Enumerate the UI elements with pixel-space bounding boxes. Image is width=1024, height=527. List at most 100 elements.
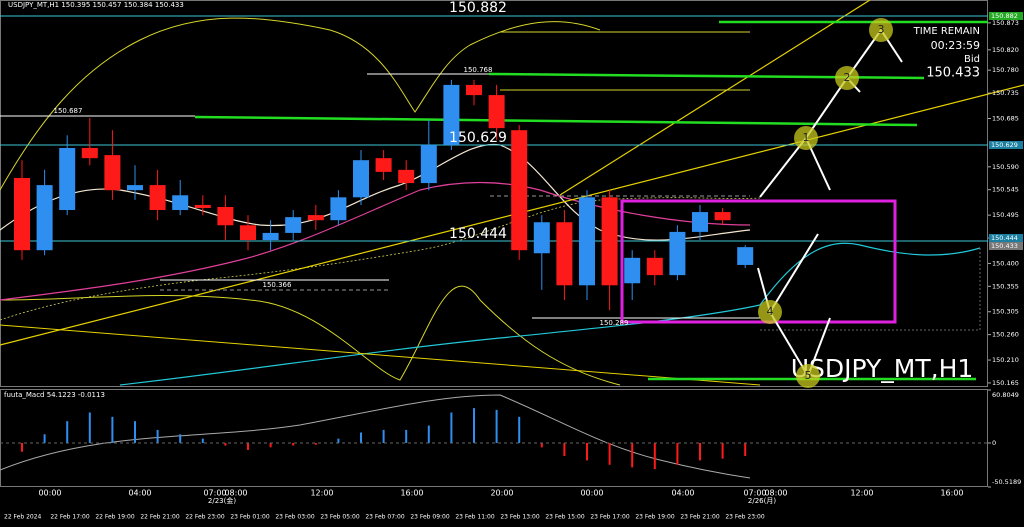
marks (0, 22, 991, 488)
macd-bar (292, 442, 295, 446)
watermark: USDJPY_MT,H1 (791, 354, 974, 383)
price-annotation: 150.687 (54, 107, 83, 115)
macd-bar (111, 416, 114, 443)
time-label: 12:00 (850, 489, 873, 498)
time-label: 16:00 (400, 489, 423, 498)
wave-label: 1 (803, 131, 810, 144)
candle-body (556, 222, 573, 286)
macd-signal (0, 394, 751, 479)
y-tick-label: 150.685 (992, 114, 1019, 122)
y-tick-label: -50.5189 (992, 478, 1021, 486)
wave-label: 2 (844, 71, 851, 84)
macd-bar (721, 442, 724, 459)
y-tick-label: 0 (992, 439, 996, 447)
macd-bar (563, 442, 566, 457)
time-label: 07:00 (743, 489, 766, 498)
candle-body (149, 185, 166, 211)
wave-marker (835, 66, 859, 90)
price-tag-label: 150.433 (991, 242, 1018, 250)
time-label: 12:00 (310, 489, 333, 498)
date-label: 23 Feb 11:00 (455, 514, 495, 521)
candle-body (601, 197, 618, 286)
price-annotation: 150.629 (449, 130, 507, 146)
date-label: 22 Feb 17:00 (50, 514, 90, 521)
price-tag (989, 141, 1023, 149)
date-label: 23 Feb 09:00 (410, 514, 450, 521)
date-marker: 2/23(金) (208, 496, 236, 505)
y-tick-label: 150.495 (992, 211, 1019, 219)
macd-bar (382, 429, 385, 443)
time-label: 07:00 (203, 489, 226, 498)
time-label: 00:00 (580, 489, 603, 498)
wave-marker (794, 126, 818, 150)
macd-bar (518, 416, 521, 443)
y-tick-label: 150.400 (992, 259, 1019, 267)
date-label: 23 Feb 01:00 (230, 514, 270, 521)
macd-bar (66, 421, 69, 443)
date-label: 22 Feb 2024 (4, 514, 42, 521)
candle-body (466, 84, 482, 96)
band-upper (0, 17, 601, 191)
macd-bar (88, 412, 91, 443)
macd-panel (0, 389, 988, 487)
macd-bar (586, 442, 588, 461)
time-remain-label: TIME REMAIN (913, 26, 980, 37)
bid-label: Bid (964, 54, 980, 65)
range-box (620, 199, 897, 324)
candle-body (737, 247, 754, 265)
y-tick-label: 150.355 (992, 282, 1019, 290)
candle-body (443, 84, 460, 145)
date-label: 23 Feb 17:00 (590, 514, 630, 521)
candle-body (398, 169, 415, 184)
y-tick-label: 150.780 (992, 66, 1019, 74)
macd-bar (269, 442, 272, 448)
wave-label: 4 (767, 305, 774, 318)
macd-bar (699, 442, 701, 461)
candle-body (511, 130, 528, 251)
time-label: 08:00 (764, 489, 787, 498)
drawings (0, 0, 1024, 487)
header: USDJPY_MT,H1 150.395 150.457 150.384 150… (8, 1, 184, 9)
candle-body (127, 185, 143, 191)
macd-bar (156, 429, 159, 443)
date-label: 22 Feb 23:00 (185, 514, 225, 521)
price-tag-label: 150.629 (991, 141, 1018, 149)
price-tag (989, 234, 1023, 242)
wave-label: 5 (805, 369, 812, 382)
y-tick-label: 150.260 (992, 331, 1019, 339)
macd-bar (201, 438, 204, 443)
date-label: 23 Feb 03:00 (275, 514, 315, 521)
date-label: 23 Feb 23:00 (725, 514, 765, 521)
macd-bar (314, 442, 317, 445)
date-label: 23 Feb 13:00 (500, 514, 540, 521)
y-tick-label: 150.590 (992, 163, 1019, 171)
y-tick-label: 150.305 (992, 308, 1019, 316)
macd-title: fuuta_Macd 54.1223 -0.0113 (4, 391, 105, 399)
macd-bar (450, 412, 453, 443)
candle-body (420, 144, 437, 184)
candle-body (714, 212, 731, 221)
macd-bar (473, 408, 475, 443)
y-tick-label: 150.820 (992, 46, 1019, 54)
band-mid (0, 197, 761, 321)
wave-marker (758, 300, 782, 324)
ma-slow (119, 242, 981, 386)
y-tick-label: 60.8049 (992, 391, 1019, 399)
candle-body (307, 215, 324, 221)
support-line (194, 115, 918, 127)
candle-body (194, 204, 211, 208)
date-label: 23 Feb 05:00 (320, 514, 360, 521)
arrow (759, 136, 831, 198)
macd-bar (608, 442, 611, 465)
candle-body (353, 160, 369, 198)
price-annotation: 150.366 (263, 281, 292, 289)
time-label: 20:00 (490, 489, 513, 498)
candle-body (217, 206, 234, 226)
projection (760, 248, 981, 331)
price-annotation: 150.768 (464, 66, 493, 74)
macd-bar (495, 409, 498, 443)
macd-bar (224, 442, 227, 446)
macd-bar (744, 442, 747, 457)
time-label: 00:00 (38, 489, 61, 498)
